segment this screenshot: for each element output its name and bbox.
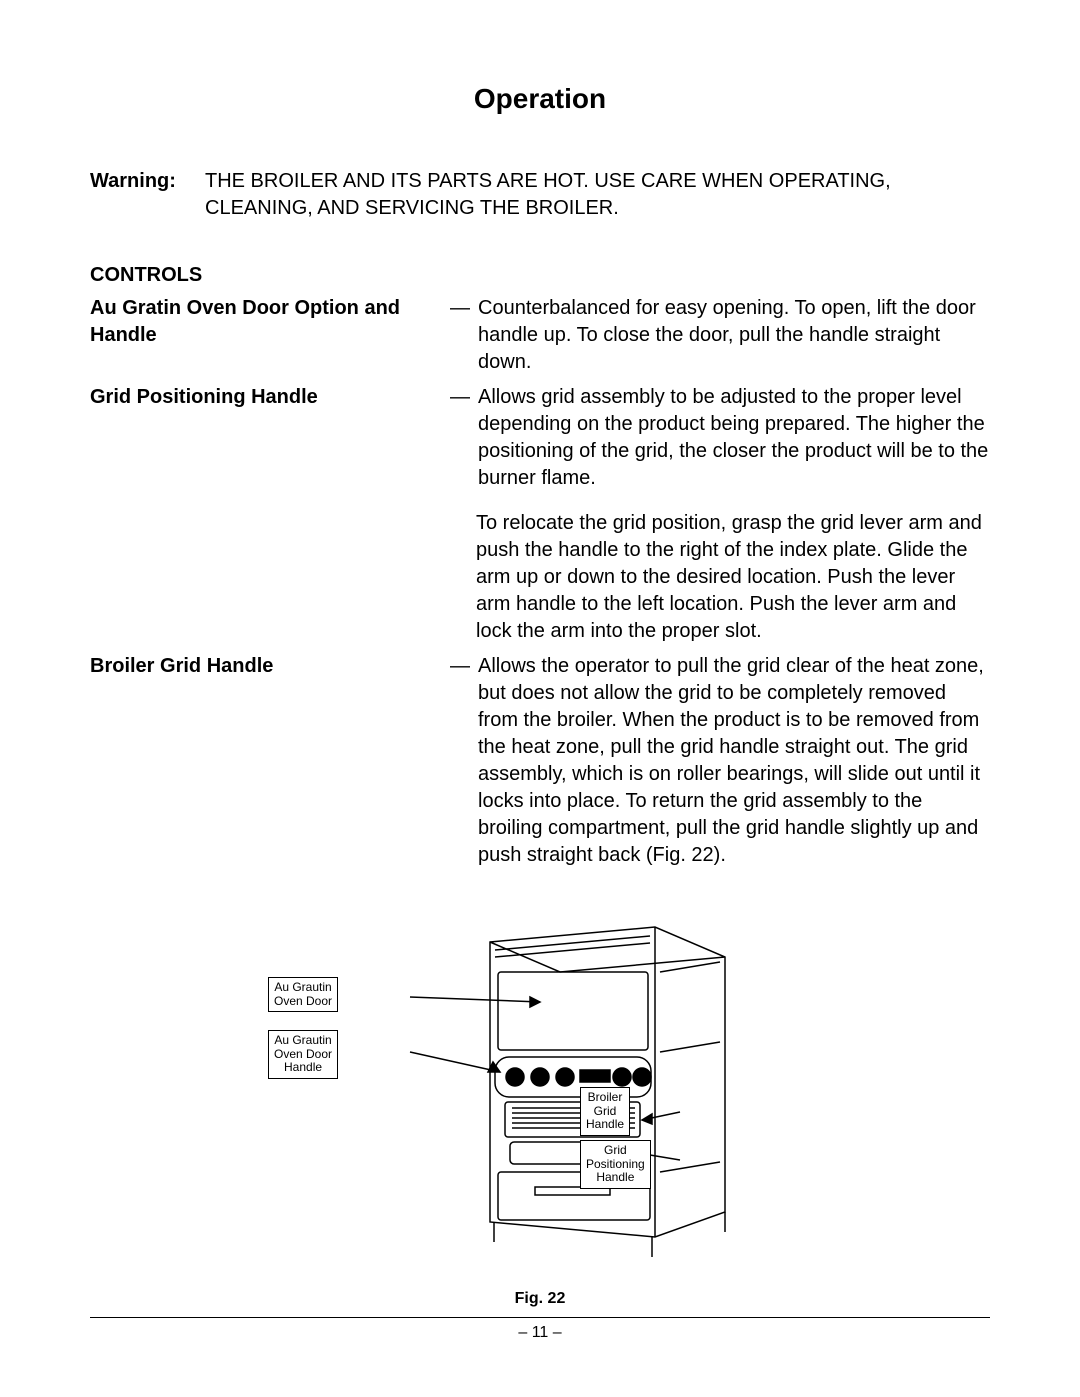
warning-block: Warning: THE BROILER AND ITS PARTS ARE H…: [90, 168, 990, 222]
control-label-broiler-grid: Broiler Grid Handle: [90, 653, 400, 877]
dash-icon: —: [450, 295, 470, 376]
control-desc-text: Allows grid assembly to be adjusted to t…: [478, 384, 990, 492]
diagram-label-broiler-grid-handle: BroilerGridHandle: [580, 1087, 630, 1136]
diagram-label-grid-positioning-handle: GridPositioningHandle: [580, 1140, 651, 1189]
dash-icon: —: [450, 384, 470, 492]
control-label-au-gratin: Au Gratin Oven Door Option and Handle: [90, 295, 400, 384]
control-desc-extra: To relocate the grid position, grasp the…: [450, 510, 990, 645]
control-label-grid-positioning: Grid Positioning Handle: [90, 384, 400, 653]
figure-area: Au GrautinOven Door Au GrautinOven DoorH…: [90, 902, 990, 1310]
diagram-label-au-grautin-handle: Au GrautinOven DoorHandle: [268, 1030, 338, 1079]
warning-text: THE BROILER AND ITS PARTS ARE HOT. USE C…: [205, 168, 990, 222]
figure-caption: Fig. 22: [90, 1288, 990, 1310]
page-number: – 11 –: [518, 1324, 561, 1341]
broiler-diagram: [280, 902, 800, 1282]
control-desc-text: Counterbalanced for easy opening. To ope…: [478, 295, 990, 376]
control-desc-grid-positioning: — Allows grid assembly to be adjusted to…: [450, 384, 990, 492]
page-title: Operation: [90, 80, 990, 118]
control-desc-broiler-grid: — Allows the operator to pull the grid c…: [450, 653, 990, 869]
controls-grid: Au Gratin Oven Door Option and Handle — …: [90, 295, 990, 877]
page-footer: – 11 –: [90, 1317, 990, 1344]
control-desc-text: Allows the operator to pull the grid cle…: [478, 653, 990, 869]
control-desc-au-gratin: — Counterbalanced for easy opening. To o…: [450, 295, 990, 376]
controls-heading: CONTROLS: [90, 262, 990, 289]
dash-icon: —: [450, 653, 470, 869]
warning-label: Warning:: [90, 168, 205, 222]
diagram-label-au-grautin-door: Au GrautinOven Door: [268, 977, 338, 1013]
